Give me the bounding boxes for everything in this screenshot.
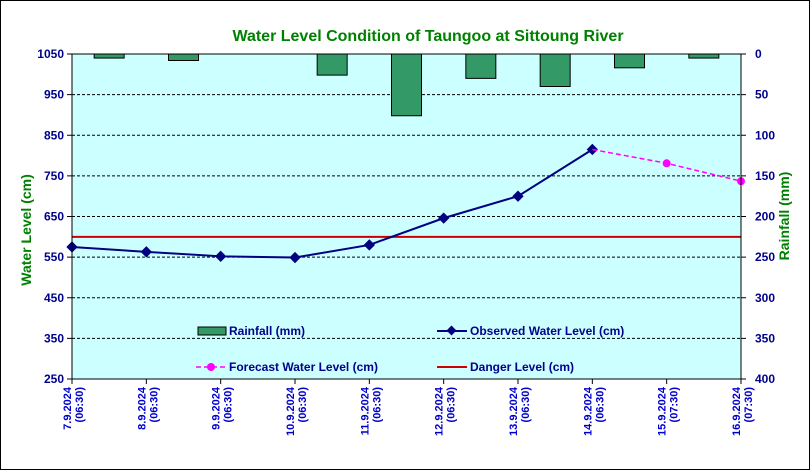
observed-point bbox=[140, 246, 152, 258]
x-tick-label-date: 13.9.2024 bbox=[508, 386, 520, 436]
y-right-tick-label: 100 bbox=[755, 128, 775, 142]
x-tick-label-date: 9.9.2024 bbox=[211, 386, 223, 430]
x-tick-label-time: (06:30) bbox=[297, 387, 309, 423]
x-tick-label-time: (06:30) bbox=[594, 387, 606, 423]
x-tick-label-time: (06:30) bbox=[446, 387, 458, 423]
x-tick-label-time: (06:30) bbox=[148, 387, 160, 423]
legend-forecast-label: Forecast Water Level (cm) bbox=[229, 360, 378, 374]
legend-rainfall-label: Rainfall (mm) bbox=[229, 324, 305, 338]
x-tick-label-date: 11.9.2024 bbox=[359, 386, 371, 435]
rainfall-bar bbox=[465, 53, 497, 79]
rainfall-bar bbox=[168, 53, 199, 61]
forecast-point bbox=[662, 159, 671, 168]
x-tick-label-date: 8.9.2024 bbox=[136, 386, 148, 430]
rainfall-bar bbox=[539, 53, 571, 87]
rainfall-bar bbox=[316, 53, 348, 76]
legend-forecast-marker bbox=[207, 363, 215, 371]
x-tick-label-time: (06:30) bbox=[223, 387, 235, 423]
rainfall-bar bbox=[614, 53, 645, 69]
x-tick-label-time: (06:30) bbox=[520, 387, 532, 423]
x-tick-label-time: (06:30) bbox=[74, 387, 86, 423]
y-right-tick-label: 350 bbox=[755, 331, 775, 345]
observed-point bbox=[438, 212, 450, 224]
legend-danger-label: Danger Level (cm) bbox=[470, 360, 574, 374]
y-left-tick-label: 350 bbox=[44, 331, 64, 345]
observed-point bbox=[512, 190, 524, 202]
y-right-tick-label: 400 bbox=[755, 372, 775, 386]
plot-area: 250 350 450 550 650 750 850 950 1050 0 50 100 150 200… bbox=[37, 47, 775, 436]
observed-point bbox=[289, 251, 301, 264]
chart-title: Water Level Condition of Taungoo at Sitt… bbox=[232, 28, 623, 45]
y-right-tick-label: 200 bbox=[755, 210, 775, 224]
y-left-tick-label: 550 bbox=[44, 250, 64, 264]
y-axis-left-title: Water Level (cm) bbox=[18, 174, 34, 286]
y-right-tick-label: 250 bbox=[755, 250, 775, 264]
x-tick-label-date: 12.9.2024 bbox=[434, 386, 446, 436]
rainfall-bar bbox=[93, 53, 125, 59]
y-left-tick-label: 250 bbox=[44, 372, 64, 386]
x-tick-label-time: (07:30) bbox=[743, 387, 755, 423]
x-tick-label-date: 15.9.2024 bbox=[657, 386, 669, 436]
y-left-tick-label: 450 bbox=[44, 291, 64, 305]
x-tick-label-date: 16.9.2024 bbox=[731, 386, 743, 436]
y-left-tick-label: 750 bbox=[44, 169, 64, 183]
y-left-tick-label: 950 bbox=[44, 88, 64, 102]
y-axis-right-title: Rainfall (mm) bbox=[776, 172, 792, 261]
x-tick-label-date: 10.9.2024 bbox=[285, 386, 297, 436]
x-tick-label-date: 14.9.2024 bbox=[582, 386, 594, 436]
y-left-tick-label: 850 bbox=[44, 128, 64, 142]
y-right-tick-label: 150 bbox=[755, 169, 775, 183]
y-right-tick-label: 50 bbox=[755, 88, 769, 102]
legend-observed-marker bbox=[446, 325, 457, 336]
y-left-tick-label: 650 bbox=[44, 210, 64, 224]
x-tick-label-time: (06:30) bbox=[371, 387, 383, 423]
rainfall-bar bbox=[688, 53, 720, 59]
x-tick-label-date: 7.9.2024 bbox=[62, 386, 74, 430]
rainfall-bar bbox=[391, 53, 422, 117]
y-right-tick-label: 300 bbox=[755, 291, 775, 305]
observed-water-level-line bbox=[71, 148, 593, 259]
legend-observed-label: Observed Water Level (cm) bbox=[470, 324, 624, 338]
y-left-tick-label: 1050 bbox=[37, 47, 64, 61]
y-right-tick-label: 0 bbox=[755, 47, 762, 61]
observed-point bbox=[363, 239, 375, 251]
observed-point bbox=[215, 250, 227, 262]
x-tick-label-time: (07:30) bbox=[669, 387, 681, 423]
legend-rainfall-swatch bbox=[197, 326, 227, 336]
